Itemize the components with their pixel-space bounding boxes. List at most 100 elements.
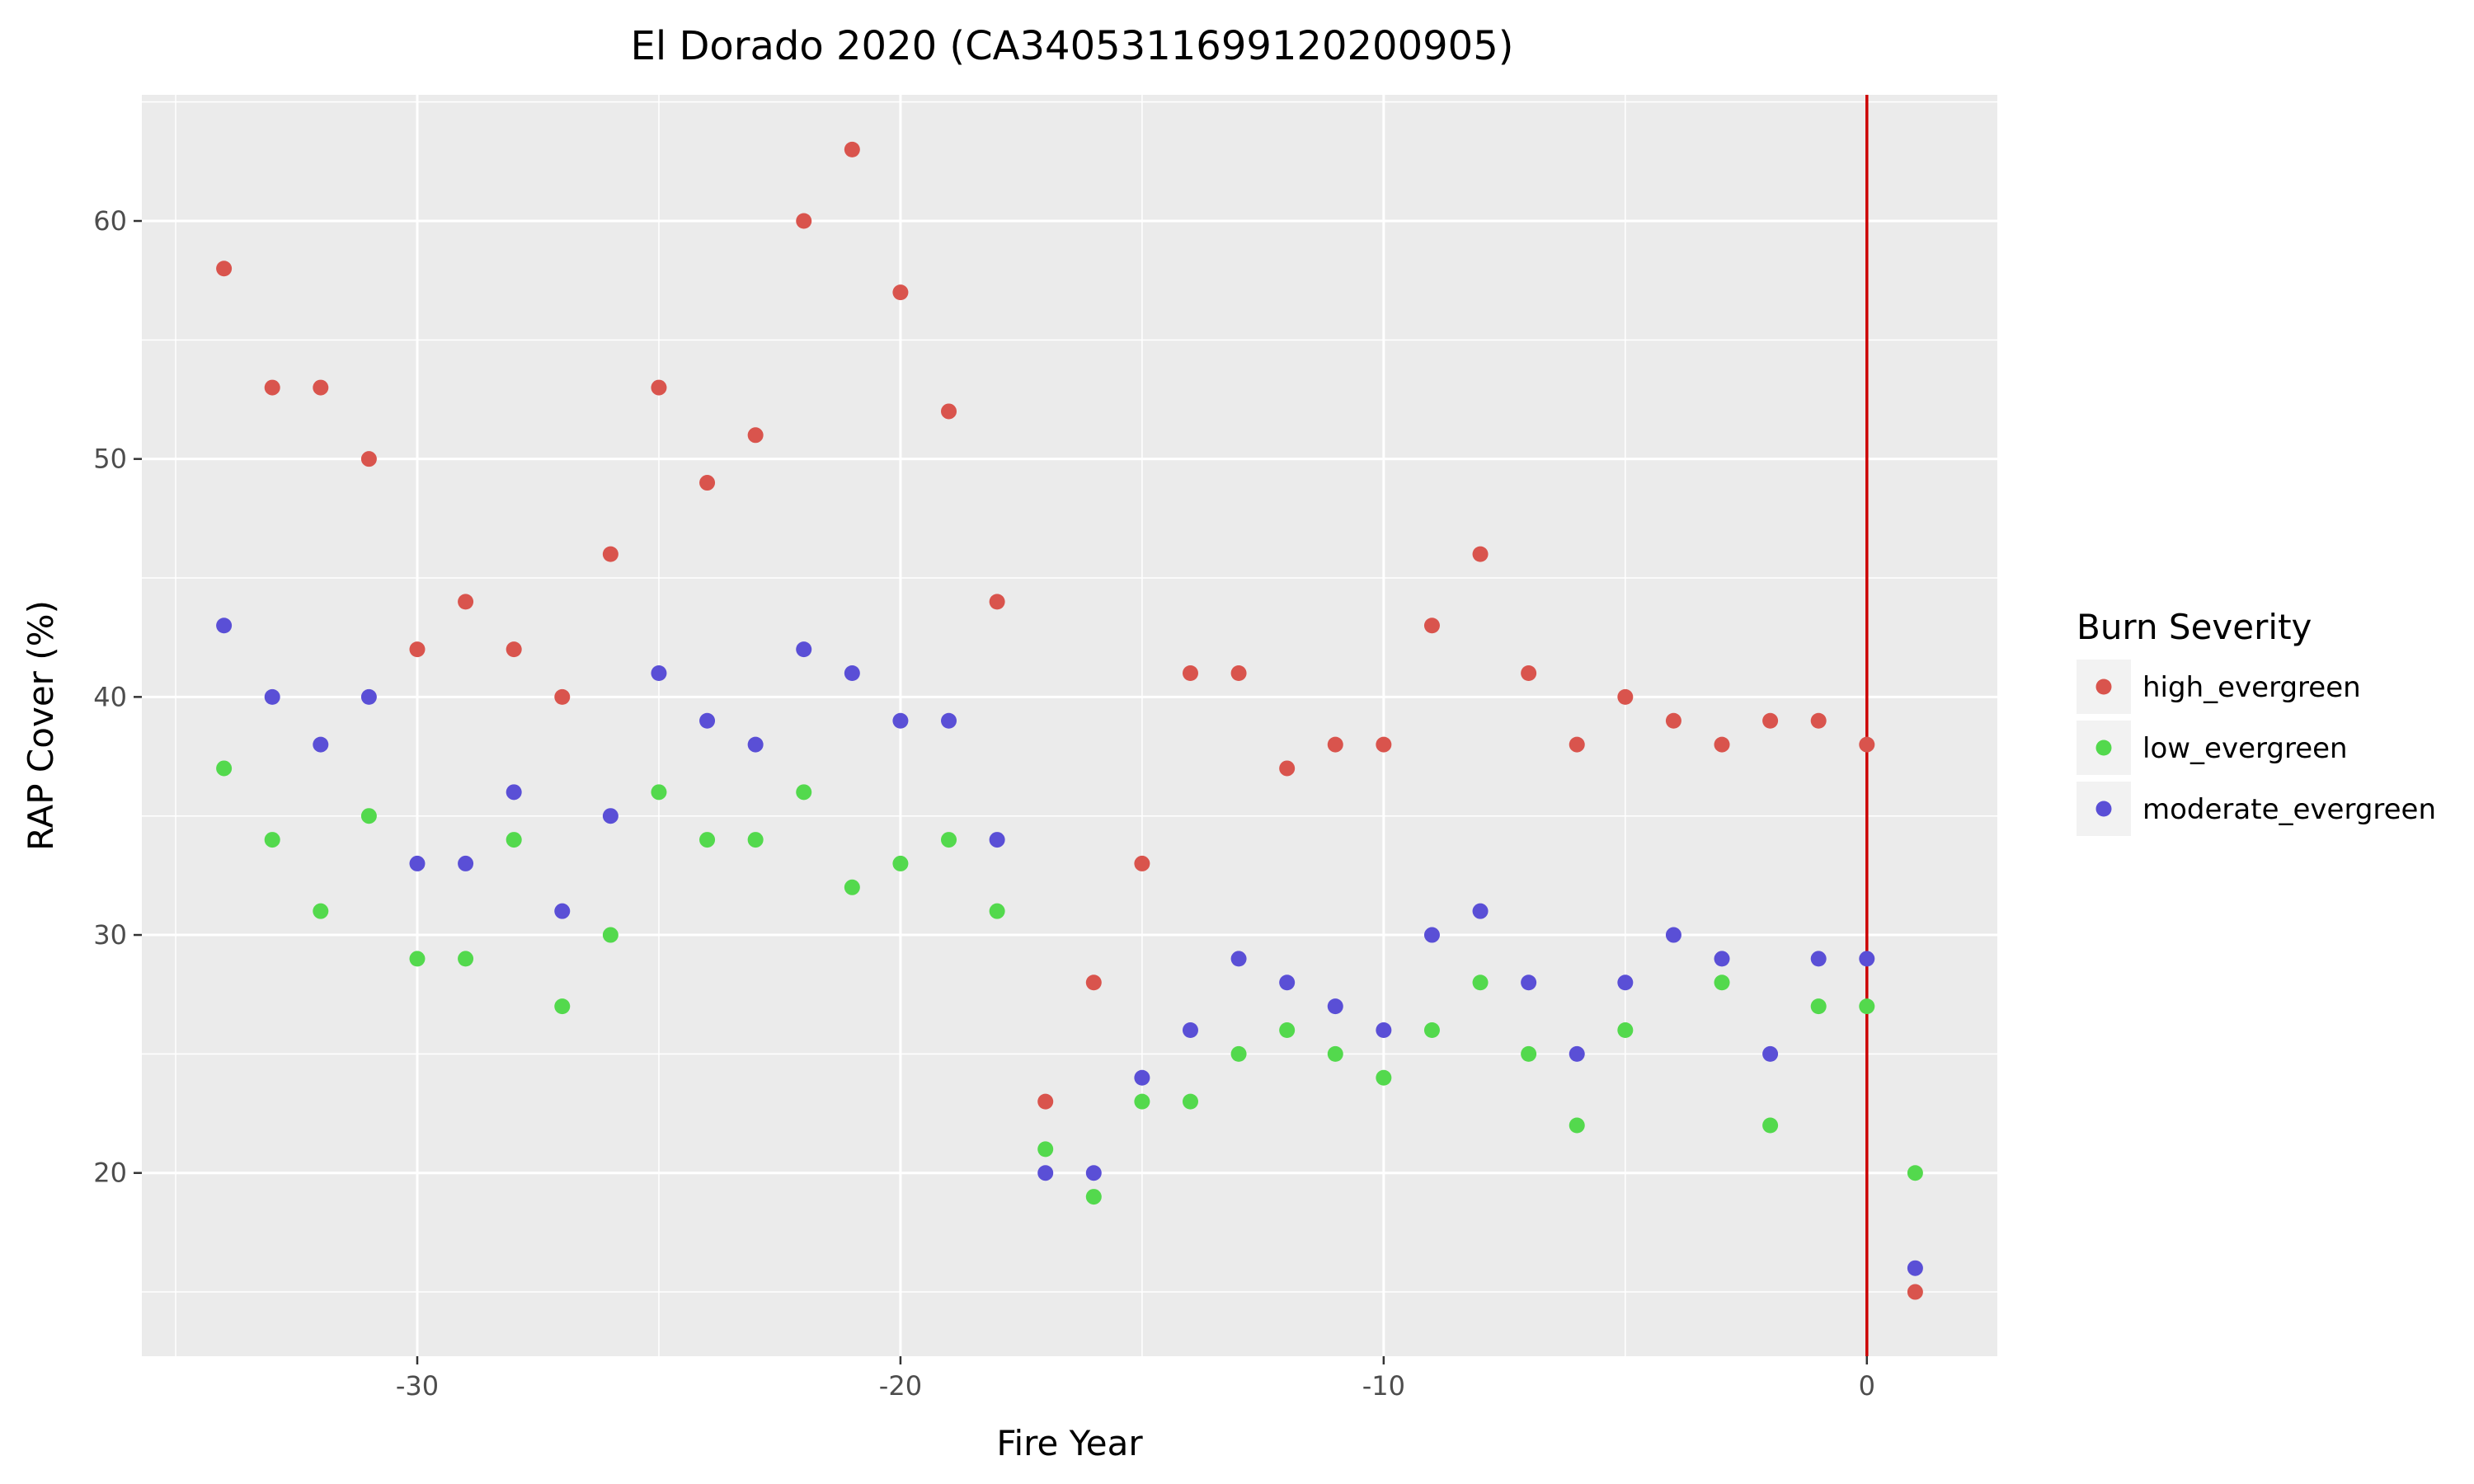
data-point bbox=[1085, 974, 1102, 991]
data-point bbox=[1714, 974, 1730, 991]
data-point bbox=[602, 808, 618, 824]
data-point bbox=[602, 927, 618, 943]
data-point bbox=[651, 379, 667, 396]
data-point bbox=[458, 951, 474, 967]
data-point bbox=[1327, 1045, 1343, 1062]
series-moderate_evergreen bbox=[216, 618, 1923, 1276]
legend-title: Burn Severity bbox=[2077, 607, 2312, 647]
data-point bbox=[360, 688, 377, 705]
data-point bbox=[1617, 974, 1634, 991]
data-point bbox=[554, 688, 571, 705]
data-point bbox=[506, 832, 522, 848]
data-point bbox=[1665, 927, 1681, 943]
series-low_evergreen bbox=[216, 760, 1923, 1205]
data-point bbox=[1714, 736, 1730, 753]
data-point bbox=[1665, 712, 1681, 729]
data-point bbox=[747, 427, 764, 444]
data-point bbox=[1617, 688, 1634, 705]
legend: Burn Severity high_evergreen low_evergree… bbox=[2077, 607, 2436, 836]
data-point bbox=[1907, 1260, 1923, 1276]
legend-keys: high_evergreen low_evergreen moderate_ever… bbox=[2077, 660, 2436, 836]
data-point bbox=[989, 832, 1005, 848]
data-point bbox=[1617, 1022, 1634, 1039]
data-point bbox=[264, 379, 280, 396]
y-axis-title: RAP Cover (%) bbox=[21, 600, 61, 851]
data-point bbox=[1230, 1045, 1247, 1062]
data-point bbox=[1134, 855, 1150, 871]
data-point bbox=[313, 379, 329, 396]
data-point bbox=[1279, 760, 1296, 777]
data-point bbox=[844, 879, 860, 895]
data-point bbox=[264, 688, 280, 705]
data-point bbox=[796, 784, 812, 801]
data-point bbox=[1859, 998, 1875, 1015]
data-point bbox=[941, 832, 957, 848]
data-point bbox=[941, 403, 957, 420]
data-point bbox=[699, 712, 716, 729]
data-point bbox=[1037, 1141, 1054, 1158]
data-point bbox=[1182, 1022, 1198, 1039]
data-point bbox=[216, 618, 233, 634]
data-point bbox=[651, 784, 667, 801]
data-point bbox=[602, 546, 618, 562]
data-point bbox=[1376, 736, 1392, 753]
legend-key-point bbox=[2095, 679, 2112, 695]
data-point bbox=[1521, 974, 1537, 991]
data-point bbox=[1182, 1093, 1198, 1110]
x-axis-title: Fire Year bbox=[996, 1423, 1143, 1463]
x-tick-label: 0 bbox=[1859, 1370, 1875, 1402]
data-point bbox=[1714, 951, 1730, 967]
data-point bbox=[1569, 1045, 1585, 1062]
data-point bbox=[1134, 1069, 1150, 1086]
data-point bbox=[458, 855, 474, 871]
data-point bbox=[1279, 974, 1296, 991]
data-point bbox=[1327, 736, 1343, 753]
data-point bbox=[1327, 998, 1343, 1015]
y-tick-label: 20 bbox=[93, 1158, 127, 1189]
data-point bbox=[360, 808, 377, 824]
plot-panel bbox=[142, 95, 1997, 1356]
data-point bbox=[1810, 712, 1827, 729]
data-point bbox=[506, 641, 522, 658]
data-point bbox=[1230, 951, 1247, 967]
data-point bbox=[313, 903, 329, 919]
data-point bbox=[1472, 903, 1489, 919]
x-tick-label: -20 bbox=[879, 1370, 922, 1402]
data-point bbox=[1762, 712, 1779, 729]
data-point bbox=[1085, 1165, 1102, 1181]
data-point bbox=[844, 141, 860, 157]
data-point bbox=[1182, 665, 1198, 681]
data-point bbox=[1907, 1165, 1923, 1181]
legend-key-point bbox=[2095, 801, 2112, 817]
data-point bbox=[1279, 1022, 1296, 1039]
data-point bbox=[1423, 618, 1440, 634]
data-point bbox=[409, 855, 426, 871]
data-point bbox=[1230, 665, 1247, 681]
data-point bbox=[1762, 1117, 1779, 1134]
y-tick-label: 30 bbox=[93, 919, 127, 951]
data-point bbox=[1472, 974, 1489, 991]
y-tick-label: 40 bbox=[93, 681, 127, 712]
chart-title: El Dorado 2020 (CA3405311699120200905) bbox=[631, 23, 1514, 69]
data-point bbox=[892, 855, 909, 871]
data-point bbox=[747, 736, 764, 753]
y-tick-label: 60 bbox=[93, 205, 127, 237]
data-point bbox=[844, 665, 860, 681]
data-point bbox=[796, 641, 812, 658]
data-point bbox=[1569, 736, 1585, 753]
data-point bbox=[216, 261, 233, 277]
data-point bbox=[506, 784, 522, 801]
data-point bbox=[1521, 1045, 1537, 1062]
data-point bbox=[1810, 951, 1827, 967]
legend-label: high_evergreen bbox=[2142, 671, 2361, 704]
data-point bbox=[1085, 1189, 1102, 1205]
data-point bbox=[1376, 1022, 1392, 1039]
data-point bbox=[554, 998, 571, 1015]
data-point bbox=[941, 712, 957, 729]
data-point bbox=[1423, 927, 1440, 943]
y-axis-ticks: 20 30 40 50 60 bbox=[93, 205, 142, 1189]
data-point bbox=[892, 284, 909, 301]
x-tick-label: -30 bbox=[396, 1370, 439, 1402]
data-point bbox=[651, 665, 667, 681]
